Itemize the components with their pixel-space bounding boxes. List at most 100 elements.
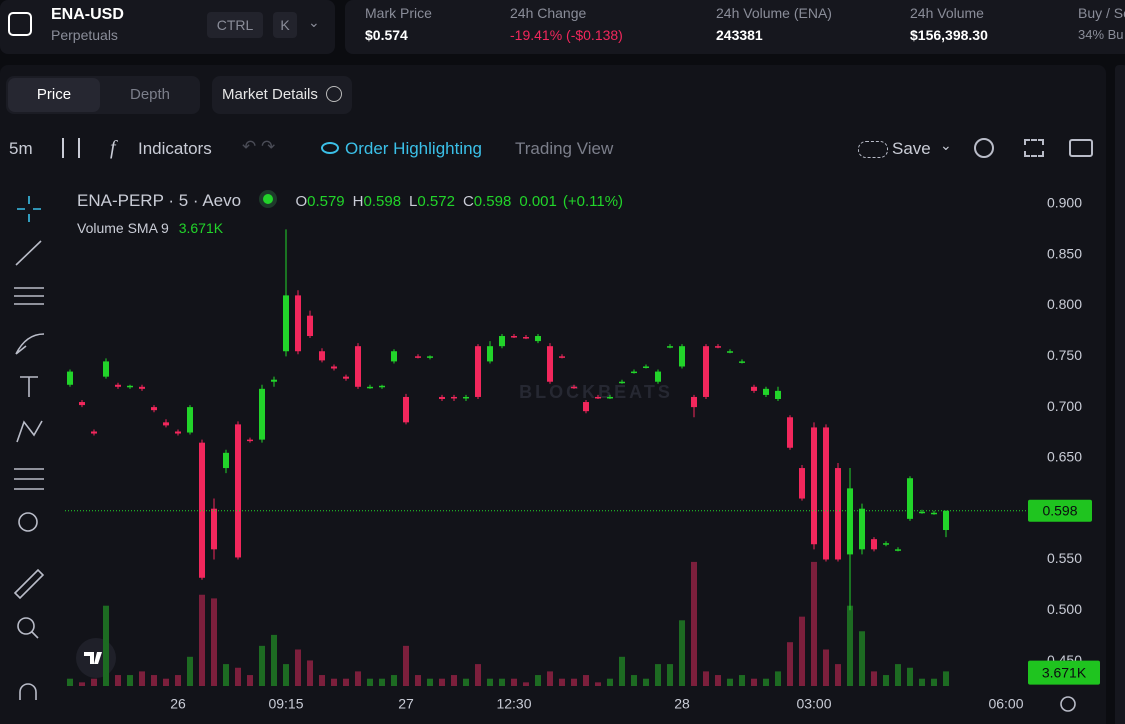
candle-body bbox=[799, 468, 805, 499]
candle-body bbox=[631, 371, 637, 374]
order-highlighting-button[interactable]: Order Highlighting bbox=[345, 139, 483, 158]
volume-bar bbox=[355, 671, 361, 686]
stat-value: $156,398.30 bbox=[910, 27, 988, 43]
candle-body bbox=[283, 295, 289, 352]
trend-line-tool[interactable] bbox=[15, 240, 42, 266]
volume-bar bbox=[763, 678, 769, 686]
candle-body bbox=[439, 396, 445, 399]
ohlc-value: 0.598 bbox=[363, 193, 402, 210]
candle-body bbox=[583, 402, 589, 412]
text-tool[interactable] bbox=[20, 376, 38, 397]
candle-body bbox=[415, 356, 421, 358]
chart-legend: ENA-PERP · 5 · Aevo O0.579 H0.598 L0.572 C0… bbox=[77, 190, 623, 211]
candle-body bbox=[907, 478, 913, 519]
x-tick-label: 09:15 bbox=[268, 696, 303, 712]
emoji-tool[interactable] bbox=[18, 512, 38, 532]
brush-tool[interactable] bbox=[15, 333, 45, 355]
volume-bar bbox=[151, 675, 157, 686]
candle-body bbox=[643, 366, 649, 368]
volume-bar bbox=[211, 598, 217, 686]
candle-body bbox=[127, 385, 133, 388]
volume-bar bbox=[943, 671, 949, 686]
volume-bar bbox=[331, 678, 337, 686]
pattern-tool[interactable] bbox=[16, 420, 43, 443]
candle-body bbox=[211, 508, 217, 550]
candle-body bbox=[607, 396, 613, 399]
candle-body bbox=[295, 295, 301, 352]
settings-button[interactable] bbox=[974, 138, 994, 158]
tab[interactable]: Price bbox=[8, 78, 100, 112]
fx-icon: f bbox=[110, 137, 116, 159]
candle-body bbox=[859, 508, 865, 550]
volume-bar bbox=[775, 671, 781, 686]
volume-bar bbox=[583, 675, 589, 686]
y-tick-label: 0.800 bbox=[1047, 296, 1082, 312]
volume-bar bbox=[115, 675, 121, 686]
volume-bar bbox=[595, 682, 601, 686]
drawing-tools[interactable] bbox=[13, 196, 45, 700]
candles-icon[interactable] bbox=[62, 138, 80, 158]
candle-body bbox=[199, 442, 205, 578]
indicators-button[interactable]: Indicators bbox=[138, 139, 212, 158]
volume-sma-name: Volume SMA 9 bbox=[77, 220, 169, 236]
stats-panel: Mark Price $0.574 24h Change -19.41% (-$… bbox=[345, 0, 1125, 54]
undo-redo[interactable]: ↶ ↷ bbox=[242, 137, 276, 156]
y-tick-label: 0.700 bbox=[1047, 398, 1082, 414]
zoom-tool[interactable] bbox=[17, 617, 35, 635]
tab[interactable]: Depth bbox=[129, 86, 171, 103]
candle-body bbox=[871, 539, 877, 550]
market-details: Market Details bbox=[222, 86, 318, 103]
volume-bar bbox=[139, 671, 145, 686]
status-dot bbox=[259, 190, 278, 208]
candle-body bbox=[835, 468, 841, 560]
shortcut-key: CTRL bbox=[207, 12, 263, 38]
volume-bar bbox=[835, 664, 841, 686]
volume-bar bbox=[91, 678, 97, 686]
candle-body bbox=[475, 346, 481, 397]
candle-body bbox=[883, 543, 889, 545]
prediction-tool[interactable] bbox=[14, 468, 44, 490]
y-tick-label: 0.500 bbox=[1047, 601, 1082, 617]
fib-tool[interactable] bbox=[14, 287, 44, 305]
symbol-panel[interactable]: ENA-USD Perpetuals CTRL K ⌄ bbox=[0, 0, 335, 54]
candle-body bbox=[151, 407, 157, 411]
candle-body bbox=[331, 366, 337, 369]
candle-body bbox=[319, 351, 325, 361]
measure-tool[interactable] bbox=[13, 568, 45, 600]
volume-sma-value: 3.671K bbox=[178, 220, 224, 236]
volume-bar bbox=[787, 642, 793, 686]
candle-body bbox=[379, 385, 385, 388]
settings-icon[interactable] bbox=[1060, 696, 1076, 712]
save-button[interactable]: Save bbox=[892, 139, 931, 158]
dropdown-caret[interactable]: ⌄ bbox=[308, 14, 320, 30]
candle-body bbox=[427, 356, 433, 358]
chart-panel bbox=[0, 65, 1106, 724]
volume-bar bbox=[391, 675, 397, 686]
candle-body bbox=[895, 549, 901, 551]
volume-bar bbox=[163, 678, 169, 686]
volume-bar bbox=[751, 678, 757, 686]
y-tick-label: 0.850 bbox=[1047, 245, 1082, 261]
fullscreen-button[interactable] bbox=[1024, 139, 1044, 157]
trading-view-button[interactable]: Trading View bbox=[515, 139, 614, 158]
volume-bar bbox=[319, 675, 325, 686]
volume-bar bbox=[427, 678, 433, 686]
candle-body bbox=[79, 402, 85, 406]
interval[interactable]: 5m bbox=[9, 139, 33, 158]
candle-body bbox=[163, 422, 169, 426]
volume-bar bbox=[487, 678, 493, 686]
volume-bar bbox=[571, 678, 577, 686]
snapshot-button[interactable] bbox=[1069, 139, 1093, 157]
volume-bar bbox=[727, 678, 733, 686]
volume-bar bbox=[223, 664, 229, 686]
volume-bar bbox=[655, 664, 661, 686]
magnet-tool[interactable] bbox=[19, 683, 37, 700]
save-caret[interactable]: ⌄ bbox=[940, 137, 952, 153]
candle-body bbox=[511, 336, 517, 338]
volume-bar bbox=[451, 675, 457, 686]
volume-bar bbox=[463, 678, 469, 686]
market-details-button[interactable]: Market Details bbox=[212, 76, 352, 114]
candle-body bbox=[175, 431, 181, 434]
crosshair-tool[interactable] bbox=[17, 196, 41, 222]
